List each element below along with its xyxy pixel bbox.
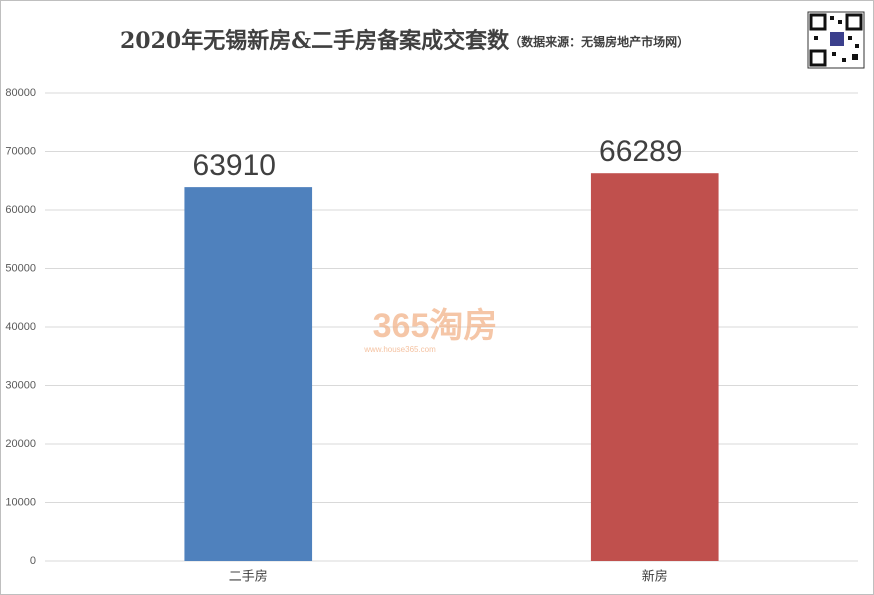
watermark: 365淘房 [373, 307, 498, 345]
y-tick-label: 0 [30, 555, 36, 567]
y-tick-label: 40000 [5, 321, 36, 333]
y-tick-label: 60000 [5, 204, 36, 216]
y-tick-label: 30000 [5, 379, 36, 391]
value-label: 63910 [193, 149, 276, 182]
x-tick-label: 新房 [642, 568, 668, 583]
chart-subtitle: （数据来源：无锡房地产市场网） [509, 34, 689, 49]
watermark-url: www.house365.com [363, 345, 436, 354]
y-tick-label: 10000 [5, 496, 36, 508]
value-label: 66289 [599, 135, 682, 168]
y-tick-label: 70000 [5, 145, 36, 157]
bar [184, 187, 313, 561]
plot-area: 0 10000 20000 30000 40000 50000 60000 70000 8000… [5, 87, 858, 583]
y-tick-label: 80000 [5, 87, 36, 99]
qr-code [807, 11, 865, 69]
bar [590, 173, 719, 561]
x-tick-label: 二手房 [229, 568, 268, 583]
chart-title-group: 2020年无锡新房&二手房备案成交套数（数据来源：无锡房地产市场网） [120, 28, 689, 54]
chart-title: 2020年无锡新房&二手房备案成交套数 [120, 28, 510, 54]
y-tick-label: 20000 [5, 438, 36, 450]
y-tick-label: 50000 [5, 262, 36, 274]
